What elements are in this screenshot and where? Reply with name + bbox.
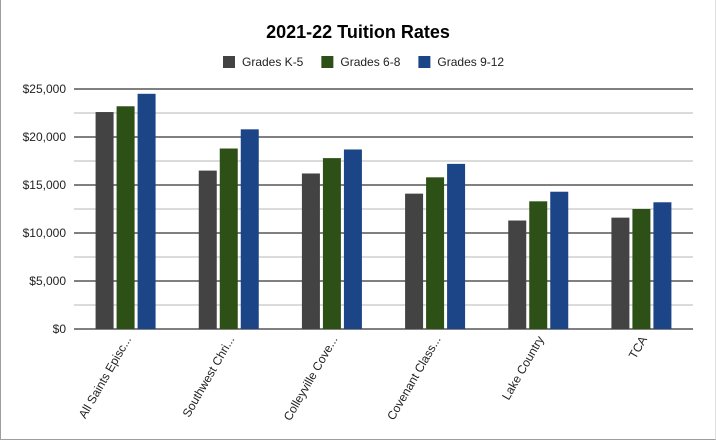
- x-category-label: TCA: [626, 334, 650, 362]
- legend-label: Grades 9-12: [437, 55, 504, 69]
- bar: [219, 148, 238, 329]
- bar: [137, 93, 156, 329]
- bar: [240, 129, 259, 329]
- y-tick-label: $10,000: [23, 226, 67, 240]
- x-category-label: Covenant Class...: [384, 334, 443, 423]
- bar: [343, 149, 362, 329]
- bar: [198, 170, 217, 329]
- bar: [447, 163, 466, 329]
- legend-swatch: [223, 56, 235, 68]
- bar: [611, 217, 630, 329]
- x-category-label: Colleyville Cove...: [281, 334, 341, 424]
- legend-label: Grades K-5: [242, 55, 304, 69]
- y-tick-label: $25,000: [23, 82, 67, 96]
- x-axis: All Saints Episc... Southwest Chri... Coll…: [76, 334, 650, 424]
- bar: [632, 209, 651, 329]
- bar: [426, 177, 445, 329]
- y-tick-label: $0: [53, 322, 67, 336]
- y-tick-label: $20,000: [23, 130, 67, 144]
- y-tick-label: $15,000: [23, 178, 67, 192]
- bars: [95, 93, 672, 329]
- x-category-label: Southwest Chri...: [180, 334, 238, 420]
- bar: [95, 112, 114, 329]
- gridlines: [74, 88, 693, 330]
- y-tick-label: $5,000: [29, 274, 66, 288]
- bar: [301, 173, 320, 329]
- bar: [322, 158, 341, 329]
- bar: [508, 220, 527, 329]
- chart-title: 2021-22 Tuition Rates: [266, 22, 450, 42]
- bar: [529, 201, 548, 329]
- y-axis: $0 $5,000 $10,000 $15,000 $20,000 $25,000: [23, 82, 67, 336]
- bar: [116, 106, 135, 329]
- bar: [653, 202, 672, 329]
- legend-swatch: [418, 56, 431, 68]
- x-category-label: Lake Country: [499, 334, 547, 403]
- bar: [405, 193, 424, 329]
- legend-swatch: [321, 56, 334, 68]
- x-category-label: All Saints Episc...: [76, 334, 134, 421]
- bar: [550, 191, 569, 329]
- legend: Grades K-5 Grades 6-8 Grades 9-12: [223, 55, 504, 69]
- legend-label: Grades 6-8: [340, 55, 400, 69]
